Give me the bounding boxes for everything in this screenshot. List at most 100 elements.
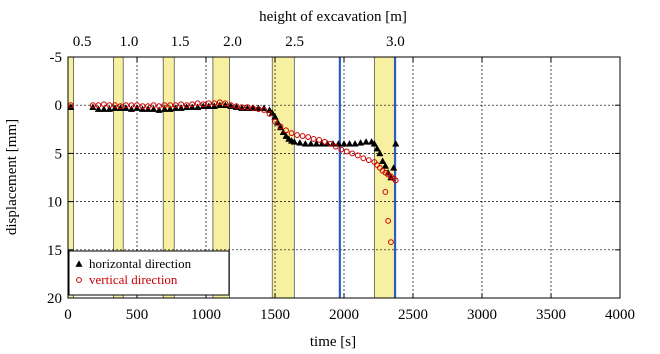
point-1-62 <box>385 217 392 224</box>
point-0-38 <box>279 128 287 136</box>
point-1-43 <box>321 138 328 145</box>
y-tick-label-3: 10 <box>47 195 62 211</box>
point-0-44 <box>301 140 309 147</box>
point-1-31 <box>255 106 262 112</box>
point-1-6 <box>117 103 124 110</box>
point-1-28 <box>238 104 245 111</box>
point-1-27 <box>233 103 240 110</box>
point-0-8 <box>127 105 136 112</box>
point-1-3 <box>100 101 107 108</box>
point-0-60 <box>379 157 387 164</box>
point-1-46 <box>338 146 345 153</box>
x-tick-label-2: 1000 <box>191 307 221 323</box>
point-1-14 <box>161 102 168 109</box>
y-tick-label-4: 15 <box>47 243 62 259</box>
x-tick-label-7: 3500 <box>536 307 566 323</box>
point-1-11 <box>145 103 151 110</box>
point-0-15 <box>166 105 174 112</box>
point-1-0 <box>67 102 74 109</box>
legend-label-0: horizontal direction <box>89 256 192 271</box>
point-1-63 <box>388 239 394 245</box>
top-axis-title: height of excavation [m] <box>259 9 407 25</box>
series-0 <box>67 101 400 181</box>
point-1-18 <box>183 102 190 109</box>
excavation-band-4 <box>271 56 295 299</box>
point-1-21 <box>200 101 207 108</box>
x-tick-label-1: 500 <box>126 307 149 323</box>
point-1-38 <box>294 132 300 138</box>
axis-ticks: 0 500 1000 1500 2000 2500 3000 3500 4000 -5 0 5 10 15… <box>47 34 635 323</box>
x-tick-label-6: 3000 <box>467 307 497 323</box>
point-0-4 <box>105 105 114 112</box>
point-0-55 <box>362 138 370 145</box>
point-0-12 <box>149 105 158 112</box>
point-1-20 <box>194 100 201 107</box>
point-1-1 <box>89 102 96 109</box>
point-1-42 <box>316 137 323 143</box>
point-1-33 <box>266 110 273 117</box>
point-1-49 <box>354 152 361 159</box>
point-1-4 <box>106 102 113 109</box>
y-tick-label-5: 20 <box>47 291 62 307</box>
point-1-22 <box>205 100 212 107</box>
point-1-15 <box>167 102 174 109</box>
point-0-64 <box>390 164 398 171</box>
point-0-14 <box>160 105 169 112</box>
point-1-34 <box>272 118 278 125</box>
point-1-48 <box>349 150 356 157</box>
point-0-33 <box>265 106 274 113</box>
top-tick-label-1: 1.0 <box>120 34 139 50</box>
x-tick-label-0: 0 <box>64 307 72 323</box>
point-1-44 <box>327 140 334 147</box>
x-tick-label-3: 1500 <box>260 307 290 323</box>
point-1-39 <box>299 133 306 139</box>
x-tick-label-8: 4000 <box>605 307 635 323</box>
point-1-60 <box>392 177 399 184</box>
point-0-65 <box>392 140 400 147</box>
point-1-36 <box>283 127 289 134</box>
point-1-47 <box>343 148 350 155</box>
point-0-20 <box>194 103 202 110</box>
point-1-12 <box>150 102 157 109</box>
point-1-10 <box>139 103 146 110</box>
point-1-25 <box>222 100 229 107</box>
point-0-53 <box>351 140 359 147</box>
top-tick-label-4: 2.5 <box>285 34 304 50</box>
legend-label-1: vertical direction <box>89 272 178 287</box>
point-0-45 <box>307 140 315 147</box>
point-0-3 <box>100 105 108 112</box>
point-0-2 <box>94 105 102 112</box>
point-0-42 <box>290 138 298 145</box>
point-1-40 <box>305 134 312 140</box>
point-0-51 <box>340 140 348 147</box>
point-1-24 <box>216 99 223 106</box>
point-1-30 <box>250 105 256 111</box>
point-1-41 <box>310 136 317 142</box>
point-1-7 <box>123 102 129 109</box>
y-tick-label-2: 5 <box>55 146 63 162</box>
legend-box <box>68 250 230 296</box>
point-0-17 <box>177 104 185 111</box>
x-tick-label-5: 2500 <box>398 307 428 323</box>
point-1-23 <box>211 100 218 107</box>
top-tick-label-5: 3.0 <box>386 34 405 50</box>
legend-marker-0 <box>75 260 83 267</box>
point-1-35 <box>277 123 284 130</box>
point-1-37 <box>288 130 295 137</box>
top-tick-label-3: 2.0 <box>223 34 242 50</box>
point-1-19 <box>189 101 196 108</box>
point-0-59 <box>376 149 384 157</box>
y-tick-label-1: 0 <box>55 98 63 114</box>
x-axis-title: time [s] <box>310 334 356 350</box>
point-0-13 <box>155 106 163 113</box>
data-marks <box>67 99 400 245</box>
point-1-61 <box>382 189 389 195</box>
point-0-43 <box>296 139 304 146</box>
point-0-54 <box>356 139 365 146</box>
point-1-29 <box>244 104 251 111</box>
top-tick-label-2: 1.5 <box>171 34 190 50</box>
point-0-39 <box>282 132 290 139</box>
point-0-58 <box>373 144 381 152</box>
